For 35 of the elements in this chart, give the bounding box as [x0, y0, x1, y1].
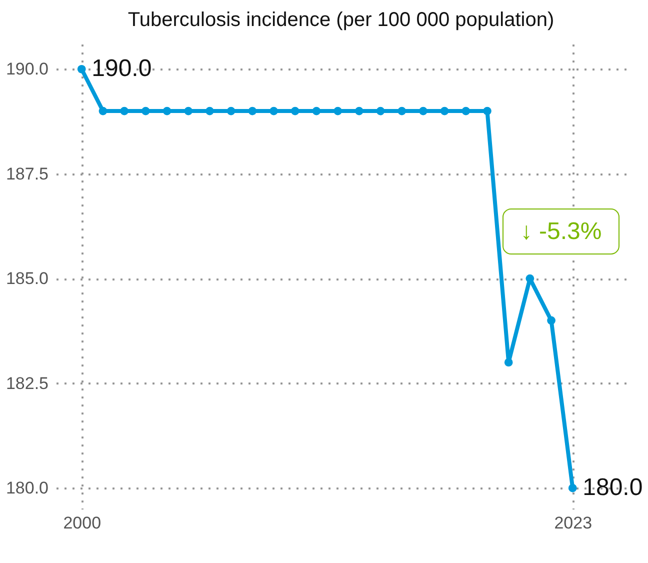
point — [334, 106, 342, 116]
point — [270, 106, 278, 116]
point — [290, 106, 300, 116]
point — [483, 106, 492, 116]
point — [98, 106, 108, 116]
chart-title: Tuberculosis incidence (per 100 000 population) — [128, 9, 554, 31]
point — [162, 106, 172, 116]
data-label: 190.0 — [92, 55, 152, 82]
point — [419, 106, 428, 116]
point — [462, 106, 470, 116]
y-tick-label: 190.0 — [6, 60, 48, 79]
point — [547, 316, 556, 325]
y-tick-label: 185.0 — [6, 269, 48, 288]
point — [526, 274, 534, 283]
y-tick-label: 187.5 — [6, 164, 48, 184]
x-tick-label: 2023 — [554, 514, 592, 532]
point — [504, 358, 513, 367]
point — [120, 106, 128, 116]
annotation: ↓ -5.3% — [520, 218, 602, 245]
point — [568, 484, 577, 492]
data-label: 180.0 — [582, 474, 643, 502]
point — [248, 106, 257, 116]
y-tick-label: 180.0 — [6, 478, 48, 498]
point — [226, 106, 236, 116]
point — [141, 106, 150, 116]
point — [398, 106, 406, 116]
x-tick-label: 2000 — [63, 514, 102, 532]
point — [376, 106, 385, 116]
point — [312, 106, 321, 116]
point — [184, 106, 193, 116]
point — [77, 64, 86, 74]
point — [354, 106, 364, 116]
point — [206, 106, 214, 116]
y-tick-label: 182.5 — [6, 374, 48, 393]
point — [440, 106, 449, 116]
